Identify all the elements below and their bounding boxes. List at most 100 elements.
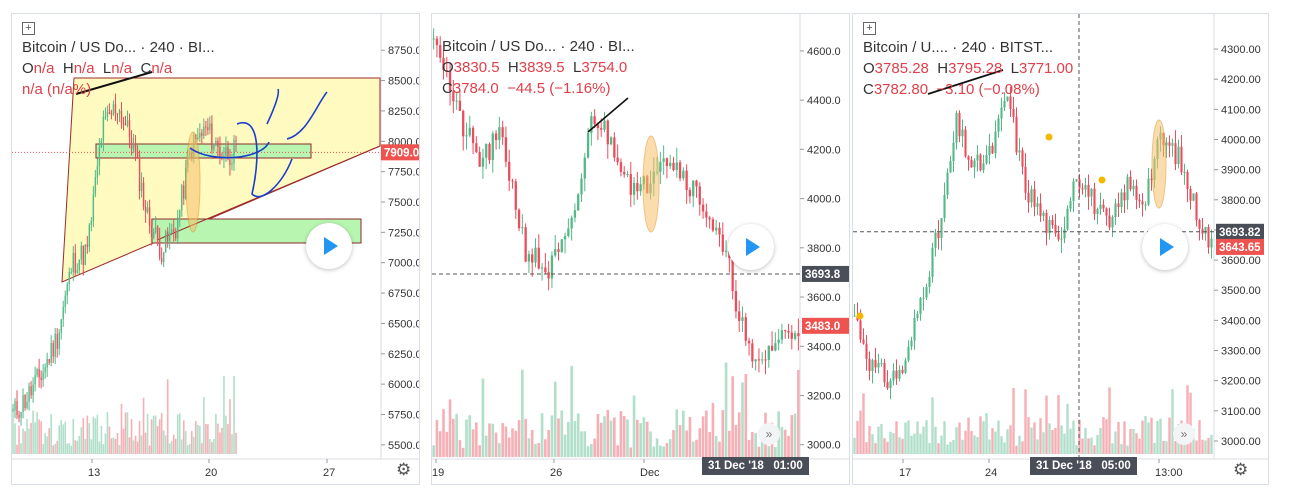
volume-bar	[517, 420, 521, 457]
candle-body	[1171, 143, 1174, 146]
candle-body	[177, 217, 179, 239]
candle-body	[1117, 203, 1120, 208]
volume-bar	[1069, 428, 1072, 454]
volume-bar	[970, 430, 973, 454]
candle-body	[171, 229, 173, 233]
volume-bar	[714, 436, 718, 457]
volume-bar	[1054, 427, 1057, 454]
x-tick-label: 13	[88, 467, 100, 479]
candle-body	[976, 154, 979, 161]
candle-body	[573, 210, 577, 218]
gear-icon[interactable]: ⚙	[1233, 460, 1249, 479]
candle-body	[48, 358, 50, 363]
blue-freehand-drawing	[189, 88, 328, 198]
volume-bar	[928, 442, 931, 454]
candle-body	[916, 314, 919, 318]
volume-bar	[24, 431, 26, 454]
candle-body	[787, 330, 790, 333]
candle-body	[715, 227, 718, 231]
candle-body	[76, 270, 78, 273]
volume-bar	[178, 413, 181, 454]
candle-body	[1207, 226, 1210, 248]
play-button-3[interactable]	[1142, 224, 1188, 270]
candle-body	[757, 359, 761, 361]
volume-bar	[207, 424, 209, 454]
chart-panel-1[interactable]: 8750.0 8500.0 8250.0 8000.0 7750.0 7500.0 7250…	[11, 13, 420, 485]
volume-bar	[223, 375, 225, 454]
candle-body	[64, 295, 66, 307]
play-button-2[interactable]	[728, 224, 774, 270]
volume-bar	[701, 416, 705, 457]
volume-bar	[106, 412, 109, 454]
candle-body	[580, 178, 583, 195]
volume-bar	[550, 415, 554, 457]
candle-body	[142, 182, 145, 207]
candle-body	[1132, 185, 1135, 190]
volume-bar	[622, 415, 626, 457]
chart-panel-3[interactable]: 4300.00 4200.00 4100.00 4000.00 3900.00 3800.…	[852, 13, 1269, 485]
time-tag-2: 31 Dec '18 01:00	[702, 457, 809, 475]
volume-bar	[609, 420, 613, 457]
volume-bar	[652, 446, 656, 457]
y-tick-label: 7000.0	[388, 258, 420, 270]
candle-body	[173, 229, 175, 232]
candle-body	[108, 112, 111, 114]
volume-bar	[442, 409, 445, 457]
chart-canvas-1[interactable]: 8750.08500.08250.08000.07750.07500.07250…	[12, 14, 420, 485]
volume-bar	[455, 413, 458, 457]
play-button-1[interactable]	[306, 223, 352, 269]
fast-forward-icon[interactable]: »	[1173, 423, 1195, 445]
volume-bar	[862, 393, 865, 454]
candle-body	[1129, 176, 1132, 190]
candle-body	[701, 204, 705, 212]
volume-bar	[475, 422, 478, 457]
volume-bar	[110, 438, 113, 454]
fast-forward-icon[interactable]: »	[758, 423, 780, 445]
candle-body	[124, 123, 127, 126]
black-pen-line	[75, 71, 153, 95]
candle-body	[475, 143, 478, 153]
candle-body	[1057, 233, 1060, 240]
volume-bar	[949, 441, 952, 454]
volume-bar	[18, 425, 20, 454]
candle-body	[880, 362, 883, 364]
volume-bar	[1048, 423, 1051, 454]
candle-body	[593, 116, 596, 125]
volume-bar	[1000, 436, 1003, 454]
volume-bar	[30, 422, 32, 454]
volume-bar	[856, 420, 859, 454]
volume-bar	[606, 409, 610, 457]
volume-bar	[435, 420, 439, 457]
candle-body	[235, 139, 237, 142]
candle-body	[100, 140, 103, 148]
volume-bar	[1081, 438, 1084, 454]
candle-body	[1000, 107, 1003, 119]
candle-body	[465, 135, 468, 137]
volume-bar	[468, 415, 472, 457]
candle-body	[207, 127, 209, 131]
candle-body	[1120, 192, 1123, 208]
volume-bar	[544, 439, 547, 457]
gear-icon[interactable]: ⚙	[396, 460, 412, 479]
play-icon	[324, 237, 338, 255]
volume-bar	[1126, 445, 1129, 454]
y-tick-label: 5500.0	[388, 440, 420, 452]
volume-bar	[626, 419, 629, 457]
y-tick-label: 8250.0	[388, 106, 420, 118]
volume-bar	[82, 418, 85, 454]
candle-body	[991, 145, 994, 154]
y-tick-label: 3600.00	[1221, 255, 1261, 267]
volume-bar	[86, 415, 89, 454]
candle-body	[774, 343, 777, 351]
volume-bar	[659, 445, 662, 457]
volume-bar	[190, 431, 193, 454]
candle-body	[211, 123, 213, 150]
volume-bar	[877, 426, 880, 454]
chart-canvas-3[interactable]: 4300.00 4200.00 4100.00 4000.00 3900.00 3800.…	[853, 14, 1269, 485]
y-tick-label: 3000.0	[807, 440, 841, 452]
chart-canvas-2[interactable]: 4600.0 4400.0 4200.0 4000.0 3800.0 3600.0 3400…	[432, 14, 850, 485]
volume-bar	[1057, 394, 1060, 454]
volume-bar	[170, 441, 173, 454]
chart-panel-2[interactable]: 4600.0 4400.0 4200.0 4000.0 3800.0 3600.0 3400…	[431, 13, 850, 485]
volume-bar	[757, 446, 761, 457]
